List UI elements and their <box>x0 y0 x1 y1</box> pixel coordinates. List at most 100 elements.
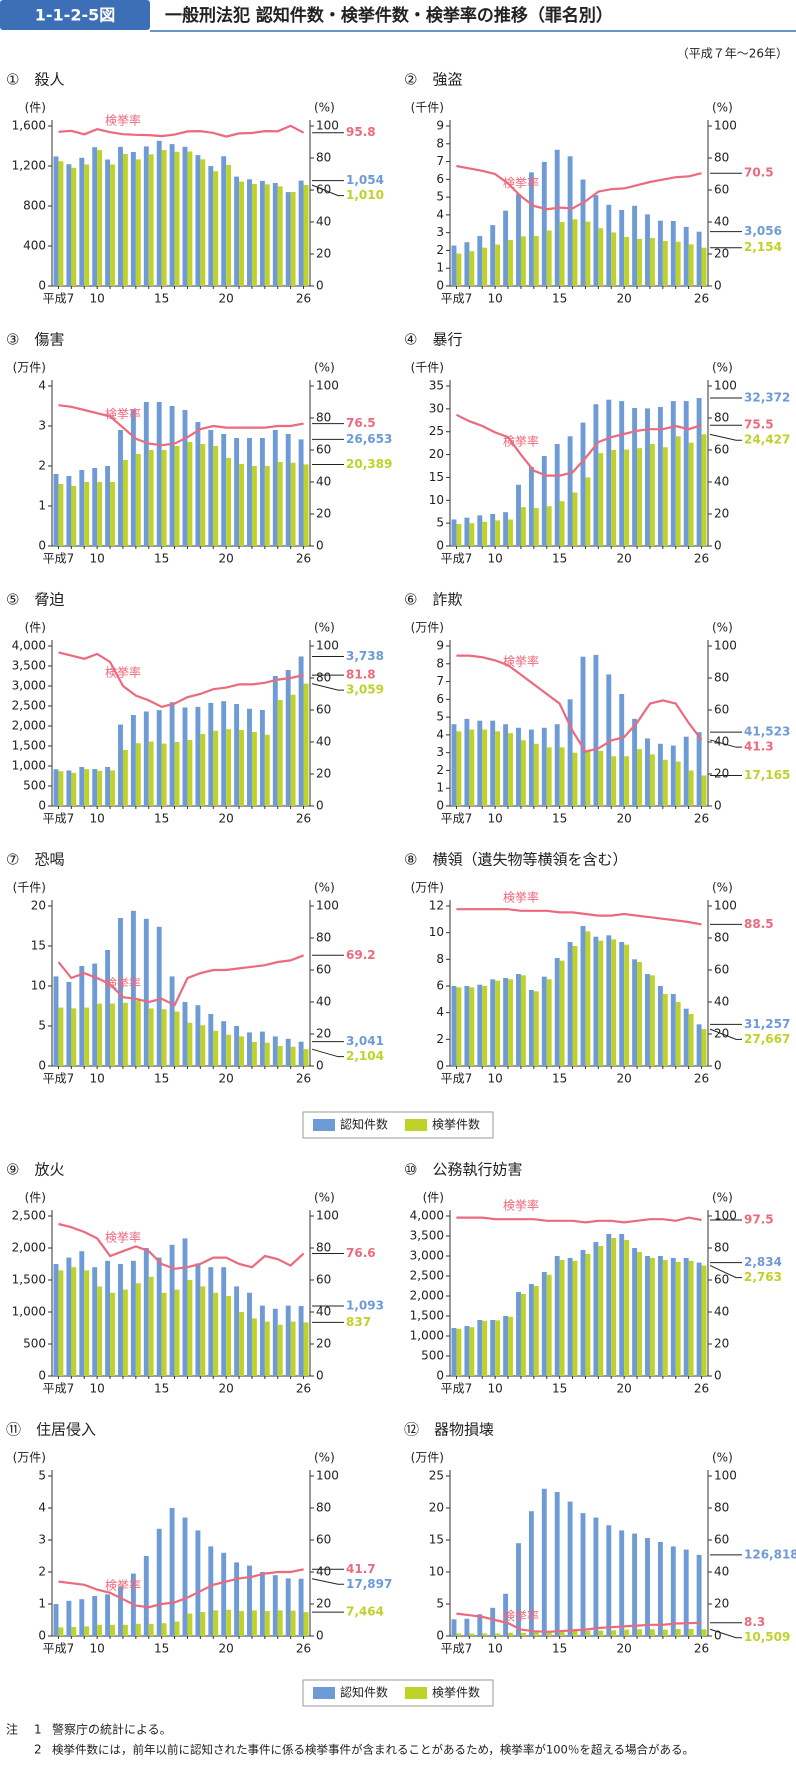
y-tick-label: 1,000 <box>12 1305 46 1319</box>
bar <box>213 1292 219 1376</box>
bar <box>606 204 612 286</box>
bar <box>156 1528 162 1636</box>
x-tick-label: 平成7 <box>441 552 473 566</box>
bar <box>624 756 630 806</box>
x-tick-label: 平成7 <box>441 812 473 826</box>
y2-tick-label: 20 <box>714 1337 729 1351</box>
bar <box>688 442 694 546</box>
y-axis-label: (万件) <box>411 881 444 895</box>
y-tick-label: 400 <box>23 239 46 253</box>
bar <box>645 738 650 806</box>
end-value-label: 97.5 <box>744 1213 774 1227</box>
bar <box>226 1609 232 1636</box>
bar <box>503 512 509 546</box>
y2-tick-label: 60 <box>316 963 331 977</box>
y2-tick-label: 80 <box>714 931 729 945</box>
bar <box>251 1042 257 1066</box>
bar <box>182 1238 188 1376</box>
bar <box>649 238 655 286</box>
bar <box>239 1312 244 1376</box>
bar <box>670 994 676 1066</box>
bar <box>92 147 98 286</box>
bar <box>649 1258 655 1376</box>
legend-label: 認知件数 <box>340 1685 388 1700</box>
bar <box>520 1632 526 1636</box>
bar <box>118 724 123 806</box>
y2-tick-label: 100 <box>316 899 339 913</box>
y-tick-label: 2,000 <box>12 1241 46 1255</box>
y-axis-label: (千件) <box>411 101 444 115</box>
bar <box>503 1593 509 1636</box>
bar <box>490 1320 496 1376</box>
y-tick-label: 0 <box>38 1369 46 1383</box>
y2-tick-label: 0 <box>316 1369 324 1383</box>
end-value-label: 2,154 <box>744 240 782 254</box>
bar <box>611 450 617 546</box>
y2-tick-label: 100 <box>714 1209 737 1223</box>
y-tick-label: 30 <box>429 401 444 415</box>
bar <box>637 749 642 806</box>
y-tick-label: 800 <box>23 199 46 213</box>
bar <box>554 1492 560 1636</box>
y2-tick-label: 0 <box>714 799 722 813</box>
bar <box>572 1631 578 1636</box>
bar <box>213 730 219 806</box>
y2-axis-label: (%) <box>314 101 335 115</box>
bar <box>272 1036 278 1066</box>
bar <box>264 1611 270 1636</box>
y-tick-label: 0 <box>38 279 46 293</box>
bar <box>469 987 475 1066</box>
y-tick-label: 25 <box>429 424 444 438</box>
y-tick-label: 2 <box>38 1565 46 1579</box>
bar <box>482 247 488 286</box>
bar <box>619 209 625 286</box>
bar <box>554 1256 560 1376</box>
bar <box>598 1630 604 1636</box>
bar <box>71 1267 77 1376</box>
rate-line <box>57 954 305 1007</box>
y2-axis-label: (%) <box>314 621 335 635</box>
bar <box>572 219 578 286</box>
leader-line <box>311 683 344 691</box>
bar <box>456 253 462 286</box>
y2-tick-label: 40 <box>714 215 729 229</box>
bar <box>657 1256 663 1376</box>
end-value-label: 3,738 <box>346 649 384 663</box>
bar <box>285 1578 291 1636</box>
bar <box>200 1025 206 1066</box>
y-tick-label: 20 <box>31 899 46 913</box>
end-value-label: 7,464 <box>346 1605 384 1619</box>
bar <box>662 447 668 546</box>
bar <box>469 251 475 286</box>
y-tick-label: 0 <box>436 799 444 813</box>
bar <box>174 151 180 286</box>
bar <box>303 464 309 546</box>
y2-tick-label: 0 <box>316 539 324 553</box>
bar <box>200 734 206 806</box>
y2-tick-label: 20 <box>714 507 729 521</box>
bar <box>264 734 270 806</box>
bar <box>598 228 604 286</box>
bar <box>66 476 72 546</box>
bar <box>259 438 265 546</box>
y-tick-label: 10 <box>429 1565 444 1579</box>
bar <box>156 710 162 806</box>
bar <box>53 1604 59 1636</box>
y-tick-label: 4,000 <box>12 639 46 653</box>
bar <box>649 975 655 1066</box>
bar <box>503 724 509 806</box>
y-tick-label: 0 <box>436 1629 444 1643</box>
bar <box>259 1031 265 1066</box>
y2-tick-label: 80 <box>714 1501 729 1515</box>
bar <box>187 1280 193 1376</box>
y-tick-label: 8 <box>436 656 444 670</box>
bar <box>508 733 513 806</box>
bar <box>58 1270 64 1376</box>
end-value-label: 3,059 <box>346 683 384 697</box>
bar <box>546 506 552 546</box>
bar <box>118 1586 123 1636</box>
bar <box>675 436 681 546</box>
notes: 注 1 警察庁の統計による。 2 検挙件数には，前年以前に認知された事件に係る検… <box>6 1722 694 1757</box>
series-label: 検挙率 <box>503 175 539 190</box>
bar <box>221 434 227 546</box>
